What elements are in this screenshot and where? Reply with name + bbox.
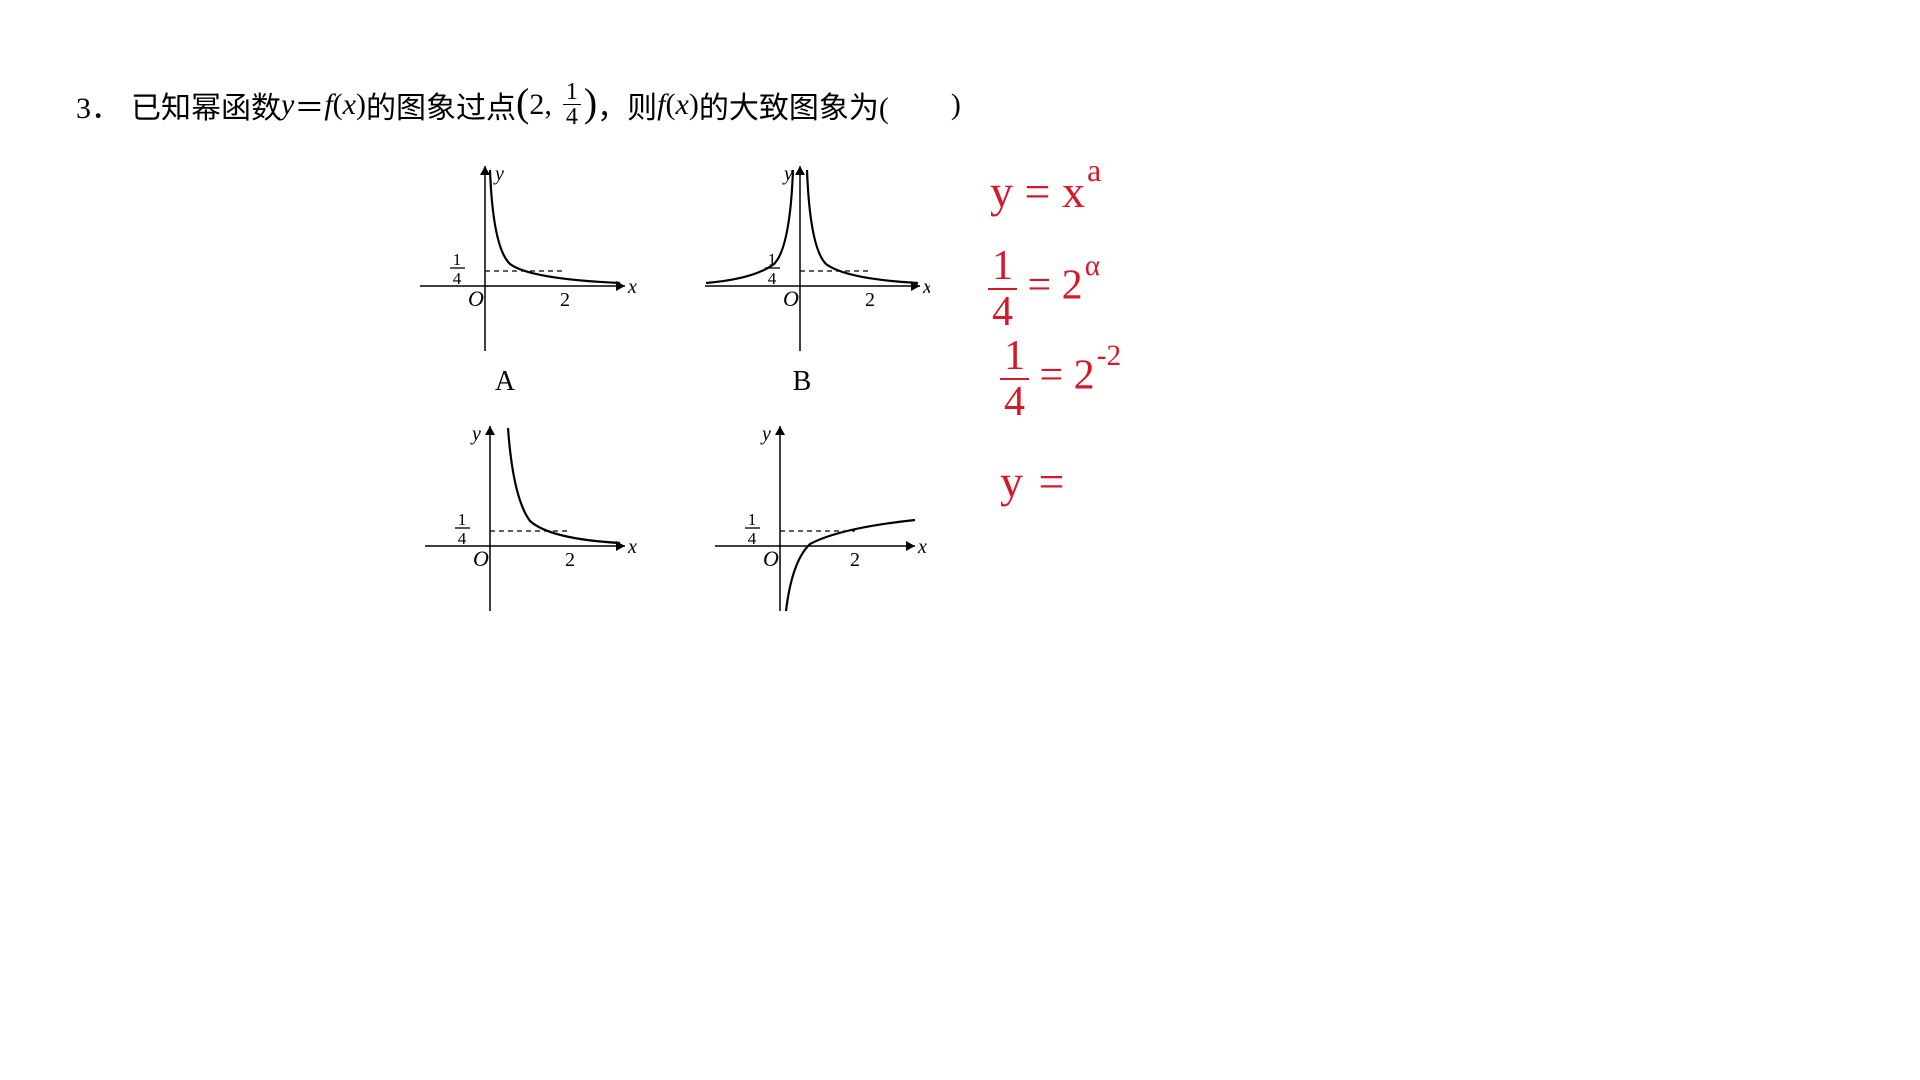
svg-text:x: x xyxy=(922,276,930,298)
hw4-eq: = xyxy=(1039,456,1065,507)
question-prefix: 已知幂函数 xyxy=(131,83,281,127)
graph-d-svg: y x O 2 1 4 xyxy=(700,416,930,616)
frac-num: 1 xyxy=(563,80,581,105)
origin-label: O xyxy=(468,286,484,311)
hw4-y: y xyxy=(1000,456,1023,507)
eq-x2: x xyxy=(676,88,689,122)
eq-x: x xyxy=(343,88,356,122)
hw2-eq: = 2 xyxy=(1028,263,1083,309)
hw3-d: 4 xyxy=(1000,380,1029,423)
hw3-eq: = 2 xyxy=(1040,353,1095,399)
svg-text:2: 2 xyxy=(565,549,575,571)
question-mid1: 的图象过点 xyxy=(366,83,516,127)
question-mid2: ，则 xyxy=(597,83,657,127)
hw2-exp: α xyxy=(1085,250,1100,282)
graph-grid: y x O 2 1 4 y x xyxy=(410,156,950,656)
frac-den: 4 xyxy=(563,105,581,129)
hw2-n: 1 xyxy=(988,245,1017,290)
svg-text:1: 1 xyxy=(748,510,757,529)
point-close: ) xyxy=(584,79,597,126)
graph-b: y x O 2 1 4 xyxy=(700,156,930,356)
page: 3． 已知幂函数 y ＝ f ( x ) 的图象过点 ( 2, 1 4 ) ，则… xyxy=(0,0,1920,1080)
question-after: 的大致图象为( xyxy=(699,83,889,127)
svg-text:x: x xyxy=(627,536,637,558)
svg-text:x: x xyxy=(917,536,927,558)
eq-open2: ( xyxy=(666,88,676,122)
point-open: ( xyxy=(516,79,529,126)
option-label-b: B xyxy=(787,366,817,398)
eq-equals: ＝ xyxy=(294,83,324,127)
graph-a-svg: y x O 2 1 4 xyxy=(410,156,640,356)
axis-x-label: x xyxy=(627,276,637,298)
svg-text:4: 4 xyxy=(768,269,777,288)
graph-c-svg: y x O 2 1 4 xyxy=(410,416,640,616)
graph-b-svg: y x O 2 1 4 xyxy=(700,156,930,356)
svg-text:1: 1 xyxy=(768,250,777,269)
svg-text:y: y xyxy=(470,423,481,445)
point-x: 2, xyxy=(529,88,552,122)
handwriting-line2: 1 4 = 2α xyxy=(988,245,1098,333)
hw2-frac: 1 4 xyxy=(988,245,1017,333)
answer-close: ) xyxy=(951,88,961,122)
hw1-eq: = x xyxy=(1025,166,1085,217)
hw1-y: y xyxy=(990,166,1013,217)
question-text: 3． 已知幂函数 y ＝ f ( x ) 的图象过点 ( 2, 1 4 ) ，则… xyxy=(76,80,961,129)
hw3-exp: -2 xyxy=(1097,340,1121,372)
svg-text:y: y xyxy=(782,163,793,185)
svg-text:2: 2 xyxy=(850,549,860,571)
eq-close: ) xyxy=(356,88,366,122)
eq-close2: ) xyxy=(689,88,699,122)
svg-text:y: y xyxy=(760,423,771,445)
svg-text:4: 4 xyxy=(748,529,757,548)
handwriting-line1: y = xa xyxy=(990,165,1099,218)
graph-a: y x O 2 1 4 xyxy=(410,156,640,356)
graph-d: y x O 2 1 4 xyxy=(700,416,930,616)
tick-frac-d: 4 xyxy=(453,269,462,288)
eq-open: ( xyxy=(333,88,343,122)
svg-text:O: O xyxy=(783,286,799,311)
hw3-n: 1 xyxy=(1000,335,1029,380)
eq-y: y xyxy=(281,88,294,122)
point-frac: 1 4 xyxy=(563,80,581,129)
svg-text:O: O xyxy=(473,546,489,571)
svg-text:2: 2 xyxy=(865,289,875,311)
question-number: 3． xyxy=(76,83,121,127)
tick-2: 2 xyxy=(560,289,570,311)
graph-c: y x O 2 1 4 xyxy=(410,416,640,616)
svg-text:4: 4 xyxy=(458,529,467,548)
eq-f: f xyxy=(324,88,332,122)
hw2-d: 4 xyxy=(988,290,1017,333)
option-label-a: A xyxy=(490,366,520,398)
hw1-exp: a xyxy=(1087,152,1101,188)
eq-f2: f xyxy=(657,88,665,122)
svg-text:1: 1 xyxy=(458,510,467,529)
svg-text:O: O xyxy=(763,546,779,571)
tick-frac-n: 1 xyxy=(453,250,462,269)
handwriting-line3: 1 4 = 2-2 xyxy=(1000,335,1119,423)
axis-y-label: y xyxy=(493,163,504,185)
handwriting-line4: y = xyxy=(1000,455,1064,508)
hw3-frac: 1 4 xyxy=(1000,335,1029,423)
